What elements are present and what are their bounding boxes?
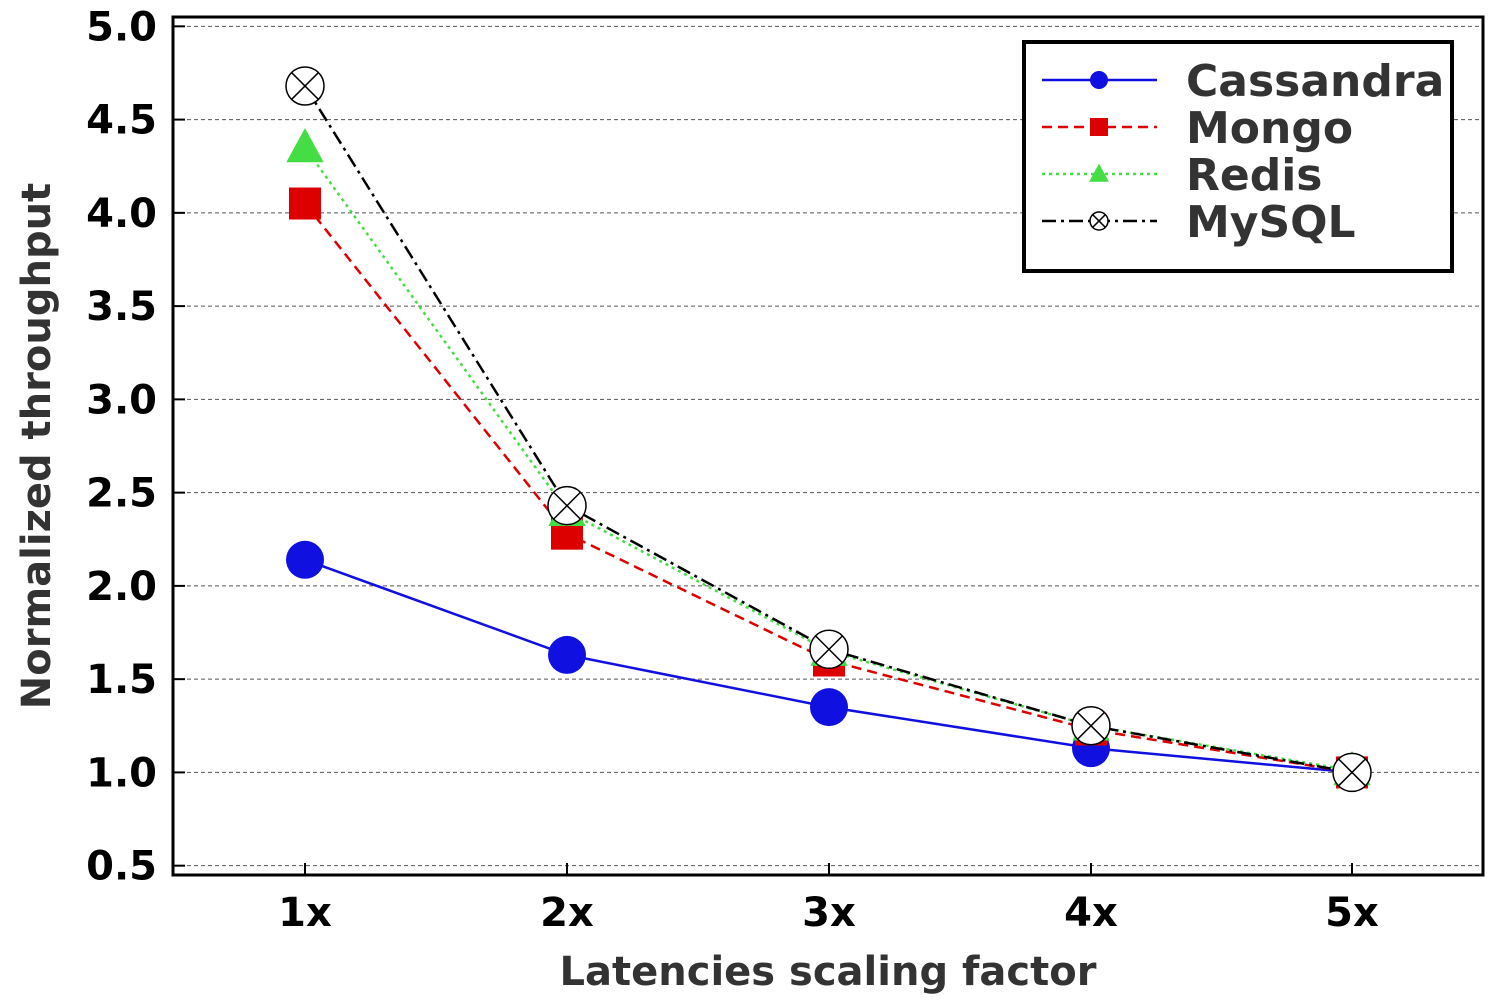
legend-label: Mongo (1186, 103, 1353, 154)
data-point (809, 629, 849, 670)
x-axis-ticks: 1x 2x 3x 4x 5x (278, 863, 1379, 936)
data-point (289, 187, 321, 220)
y-tick-label: 4.5 (86, 98, 157, 144)
y-tick-label: 2.0 (86, 564, 157, 610)
data-point (548, 635, 586, 674)
legend-label: Redis (1186, 150, 1323, 201)
legend-marker (1090, 118, 1108, 136)
y-tick-label: 2.5 (86, 471, 157, 517)
x-tick-label: 3x (802, 890, 856, 936)
legend-marker (1089, 211, 1109, 231)
x-tick-label: 5x (1325, 890, 1379, 936)
legend-marker (1089, 163, 1109, 182)
legend-label: MySQL (1186, 197, 1356, 248)
data-point (1332, 752, 1372, 793)
y-tick-label: 1.5 (86, 657, 157, 703)
series-line (304, 202, 1353, 774)
series-mysql (285, 66, 1372, 793)
data-point (286, 540, 324, 579)
x-axis-title: Latencies scaling factor (560, 949, 1097, 995)
legend-item: Redis (1042, 150, 1323, 201)
x-tick-label: 1x (278, 890, 332, 936)
y-axis-title: Normalized throughput (14, 183, 60, 709)
legend-item: Cassandra (1042, 56, 1444, 107)
data-point (285, 66, 325, 106)
y-tick-label: 3.0 (86, 377, 157, 423)
legend-item: MySQL (1042, 197, 1356, 248)
y-tick-label: 4.0 (86, 191, 157, 237)
legend-marker (1090, 71, 1108, 89)
y-tick-label: 3.5 (86, 284, 157, 330)
x-tick-label: 4x (1064, 890, 1118, 936)
data-point (1071, 706, 1111, 746)
y-tick-label: 0.5 (86, 844, 157, 890)
x-tick-label: 2x (540, 890, 594, 936)
legend-label: Cassandra (1186, 56, 1444, 107)
y-tick-label: 1.0 (86, 750, 157, 796)
legend-item: Mongo (1042, 103, 1353, 154)
data-point (286, 128, 324, 163)
y-tick-label: 5.0 (86, 4, 157, 50)
grid-lines (173, 25, 1483, 867)
y-axis-ticks: 0.5 1.0 1.5 2.0 2.5 3.0 3.5 4.0 4.5 5.0 (86, 4, 185, 890)
data-point (810, 688, 848, 727)
series-group (285, 66, 1372, 793)
data-point (547, 485, 587, 526)
